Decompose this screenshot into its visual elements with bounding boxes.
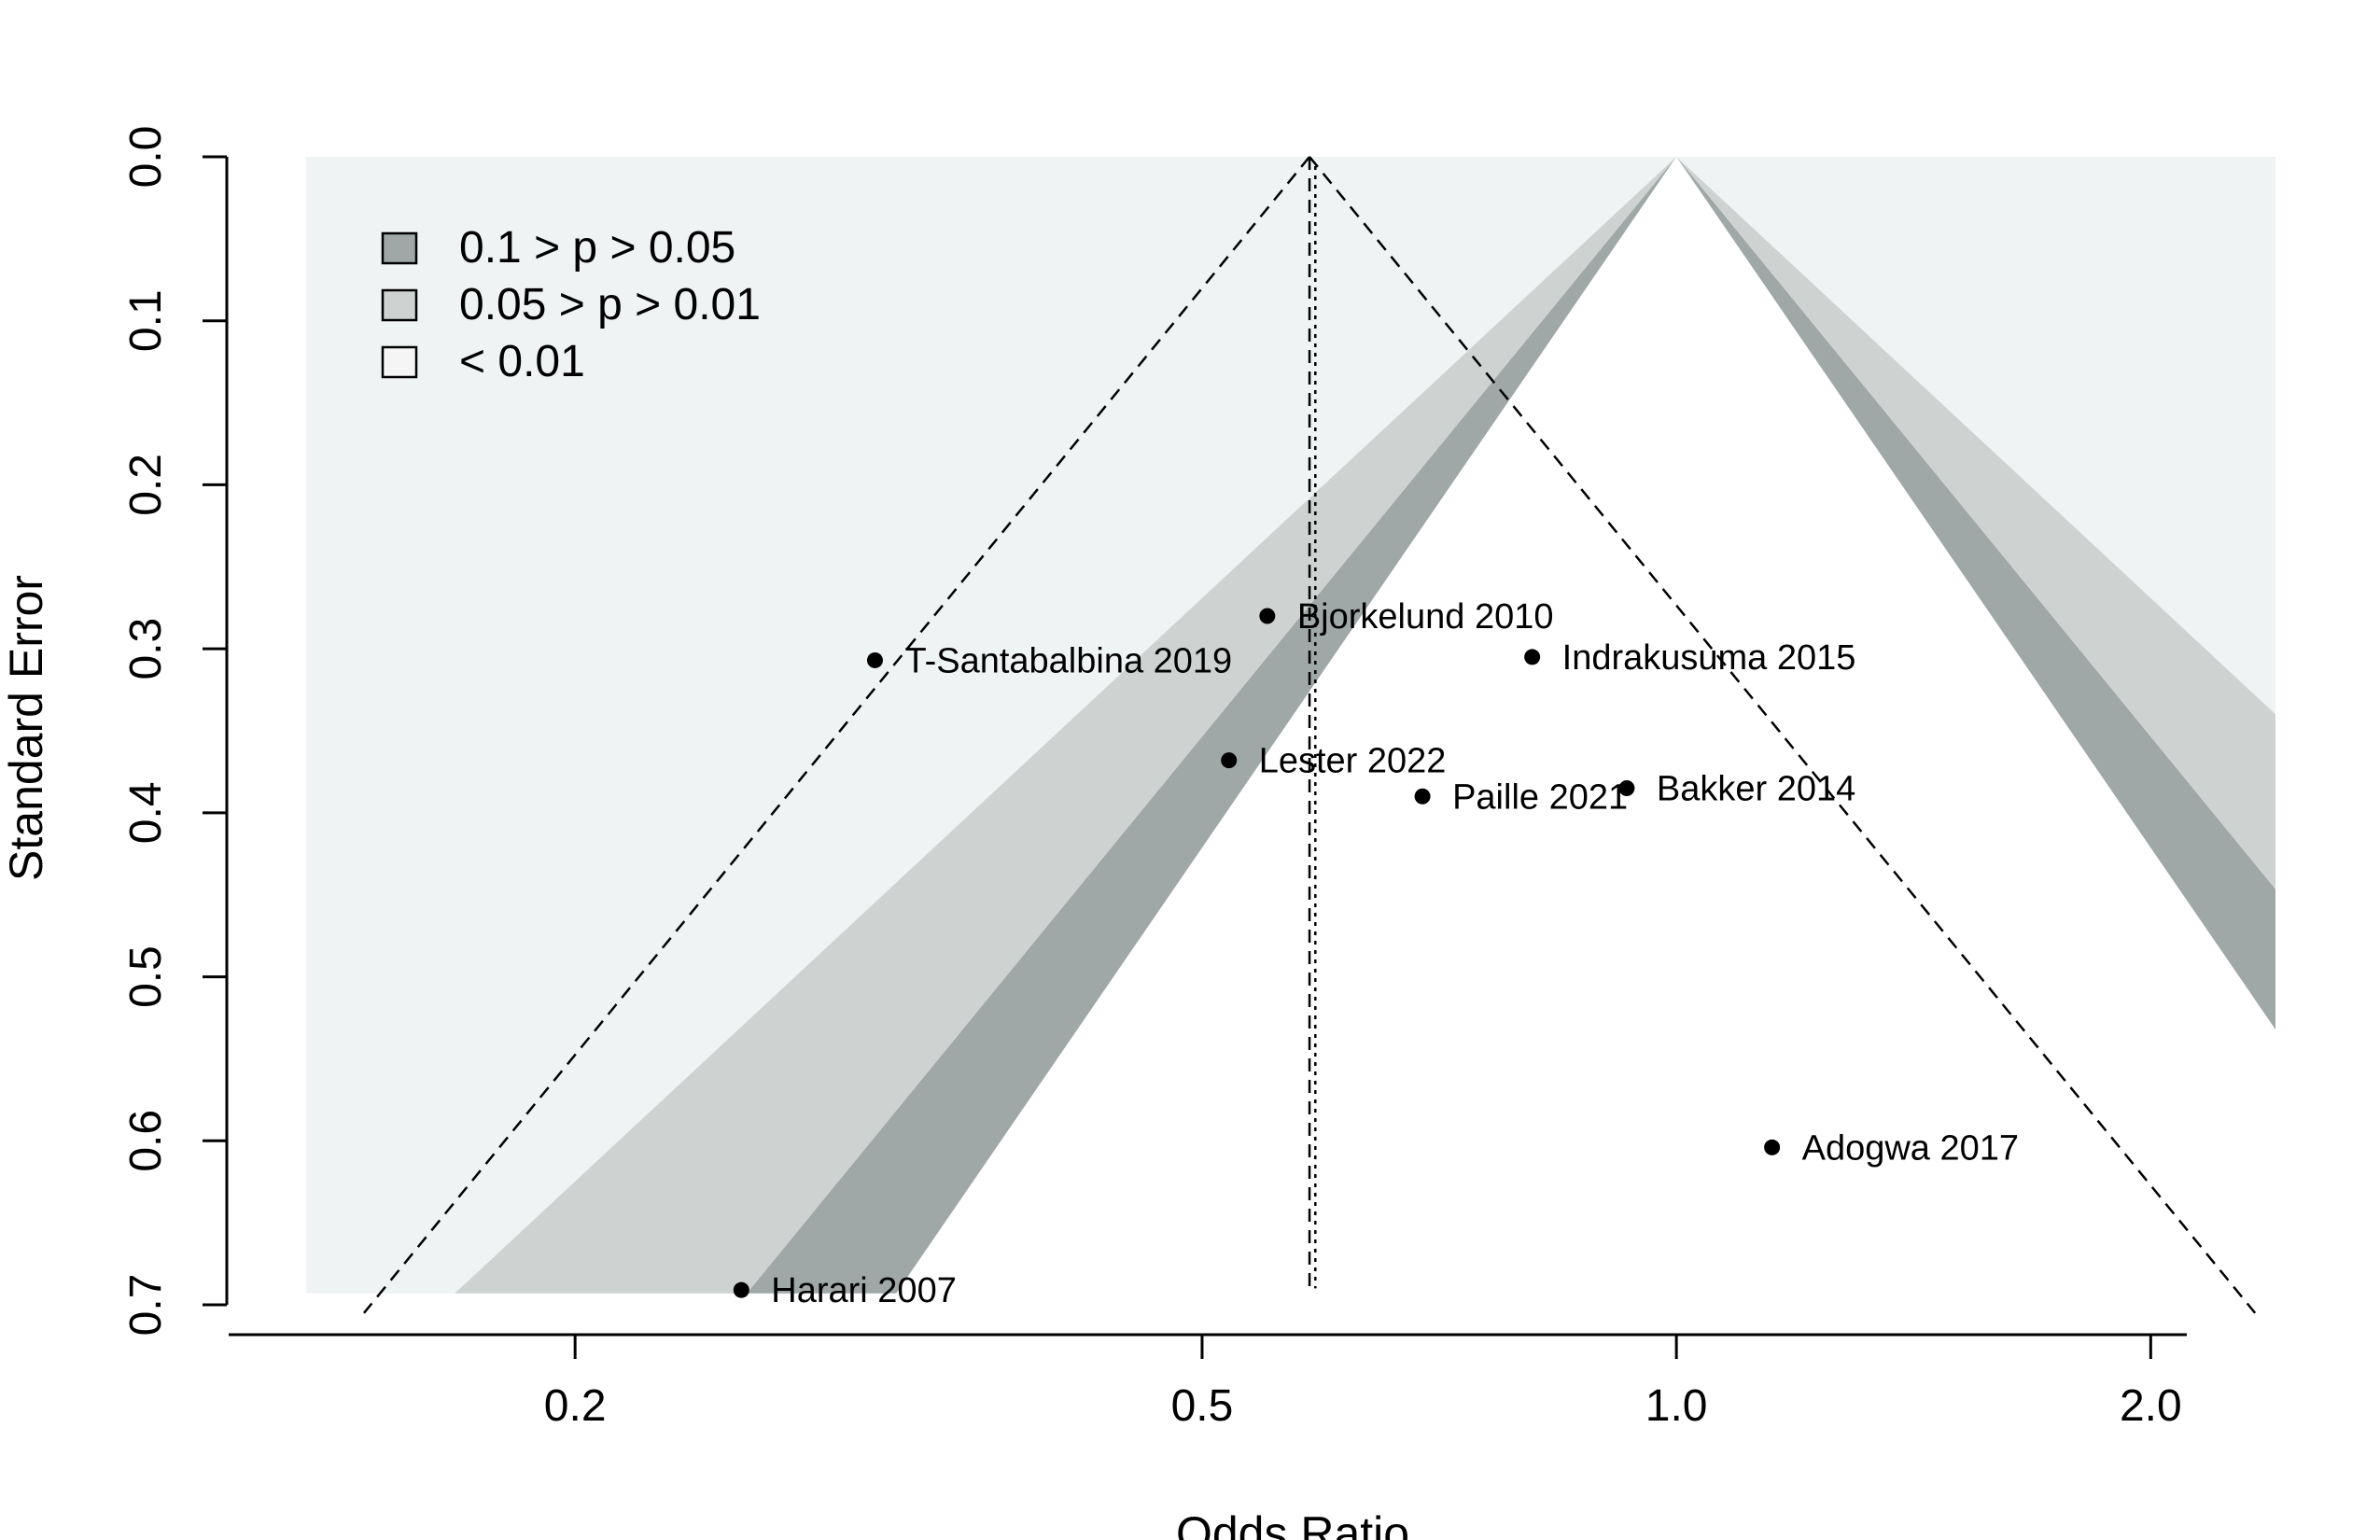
y-axis: 0.0 0.1 0.2 0.3 0.4 0.5 0.6 0.7 xyxy=(121,126,229,1337)
study-label: Lester 2022 xyxy=(1259,742,1447,781)
x-axis-title: Odds Ratio xyxy=(1176,1507,1409,1540)
funnel-right-line xyxy=(1309,156,2257,1314)
x-tick-label: 1.0 xyxy=(1645,1381,1708,1431)
y-tick-label: 0.1 xyxy=(121,289,171,352)
x-tick-label: 2.0 xyxy=(2120,1381,2182,1431)
y-tick-label: 0.0 xyxy=(121,126,171,189)
x-tick-label: 0.2 xyxy=(544,1381,607,1431)
contour-region-p-005-01-left xyxy=(747,157,1677,1294)
study-point xyxy=(733,1281,749,1298)
contour-region-p-005-01-right xyxy=(1676,157,2275,1030)
y-tick-label: 0.7 xyxy=(121,1274,171,1337)
study-point xyxy=(1414,788,1431,805)
study-label: Adogwa 2017 xyxy=(1802,1128,2019,1168)
contour-regions xyxy=(306,157,2275,1294)
legend-swatch xyxy=(381,231,418,265)
x-axis: 0.2 0.5 1.0 2.0 xyxy=(229,1333,2187,1431)
y-tick-label: 0.5 xyxy=(121,945,171,1008)
contour-region-p-gt-01 xyxy=(896,157,2275,1294)
study-point xyxy=(1524,649,1541,665)
y-tick-label: 0.2 xyxy=(121,454,171,516)
legend-label: < 0.01 xyxy=(459,337,585,386)
study-label: Bjorkelund 2010 xyxy=(1297,597,1554,637)
y-tick-label: 0.6 xyxy=(121,1110,171,1172)
study-point xyxy=(1221,752,1238,769)
study-point xyxy=(1259,608,1276,624)
study-label: Indrakusuma 2015 xyxy=(1562,638,1856,678)
legend-swatch xyxy=(381,345,418,379)
y-tick-label: 0.4 xyxy=(121,781,171,844)
funnel-left-line xyxy=(363,156,1311,1314)
study-label: Bakker 2014 xyxy=(1657,770,1855,809)
contour-region-p-001-005-left xyxy=(455,157,1677,1294)
legend: 0.1 > p > 0.05 0.05 > p > 0.01 < 0.01 xyxy=(381,223,761,386)
legend-label: 0.1 > p > 0.05 xyxy=(459,223,735,273)
legend-label: 0.05 > p > 0.01 xyxy=(459,280,761,329)
study-label: Harari 2007 xyxy=(771,1271,957,1310)
study-point xyxy=(866,651,883,668)
legend-swatch xyxy=(381,288,418,322)
y-axis-title: Standard Error xyxy=(0,575,52,881)
reference-lines xyxy=(363,156,2257,1314)
study-point xyxy=(1764,1139,1781,1155)
study-label: Paille 2021 xyxy=(1452,777,1628,817)
study-points: Bjorkelund 2010 T-Santabalbina 2019 Indrak… xyxy=(733,597,2019,1310)
y-tick-label: 0.3 xyxy=(121,618,171,680)
x-tick-label: 0.5 xyxy=(1171,1381,1234,1431)
study-point xyxy=(1618,780,1635,796)
study-label: T-Santabalbina 2019 xyxy=(904,641,1232,680)
